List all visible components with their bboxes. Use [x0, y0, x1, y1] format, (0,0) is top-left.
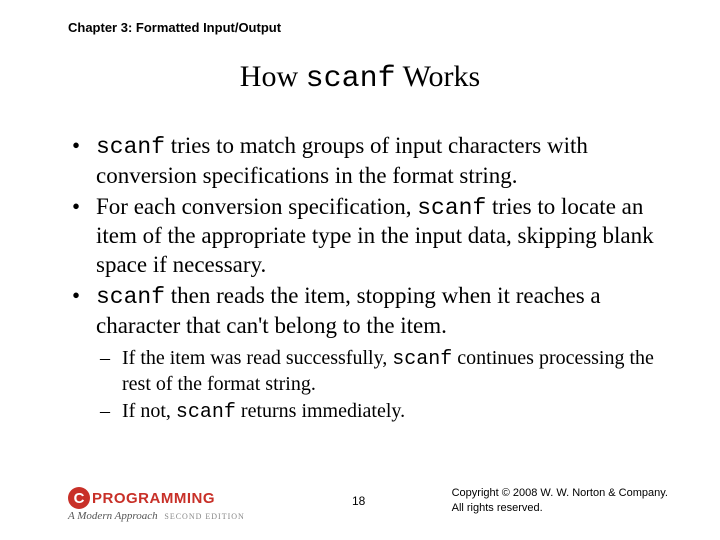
slide-title: How scanf Works — [0, 60, 720, 96]
bullet-item: scanf tries to match groups of input cha… — [68, 132, 670, 191]
copyright-line-1: Copyright © 2008 W. W. Norton & Company. — [452, 486, 668, 501]
logo-subtitle: A Modern Approach SECOND EDITION — [68, 510, 245, 522]
title-post: Works — [396, 60, 481, 93]
text-span: If the item was read successfully, — [122, 347, 392, 369]
code-span: scanf — [176, 401, 236, 424]
title-pre: How — [240, 60, 306, 93]
bullet-item: For each conversion specification, scanf… — [68, 193, 670, 280]
logo-c-icon: C — [68, 487, 90, 509]
content-area: scanf tries to match groups of input cha… — [68, 132, 670, 427]
logo-edition: SECOND EDITION — [164, 512, 244, 521]
code-span: scanf — [417, 195, 486, 221]
code-span: scanf — [96, 284, 165, 310]
text-span: For each conversion specification, — [96, 194, 417, 219]
code-span: scanf — [96, 134, 165, 160]
sub-bullet-item: If not, scanf returns immediately. — [100, 399, 670, 425]
footer: C PROGRAMMING A Modern Approach SECOND E… — [68, 472, 680, 526]
chapter-header: Chapter 3: Formatted Input/Output — [68, 20, 281, 35]
sub-bullet-list: If the item was read successfully, scanf… — [100, 346, 670, 425]
title-code: scanf — [306, 62, 396, 96]
book-logo: C PROGRAMMING A Modern Approach SECOND E… — [68, 487, 245, 522]
text-span: If not, — [122, 400, 176, 422]
page-number: 18 — [352, 494, 365, 508]
bullet-list: scanf tries to match groups of input cha… — [68, 132, 670, 340]
copyright-line-2: All rights reserved. — [452, 501, 668, 516]
bullet-item: scanf then reads the item, stopping when… — [68, 282, 670, 341]
sub-bullet-item: If the item was read successfully, scanf… — [100, 346, 670, 397]
text-span: tries to match groups of input character… — [96, 133, 588, 188]
text-span: returns immediately. — [236, 400, 405, 422]
copyright: Copyright © 2008 W. W. Norton & Company.… — [452, 486, 668, 516]
code-span: scanf — [392, 348, 452, 371]
text-span: then reads the item, stopping when it re… — [96, 283, 601, 338]
logo-main: C PROGRAMMING — [68, 487, 245, 509]
logo-text: PROGRAMMING — [92, 490, 215, 507]
logo-sub-text: A Modern Approach — [68, 510, 158, 522]
